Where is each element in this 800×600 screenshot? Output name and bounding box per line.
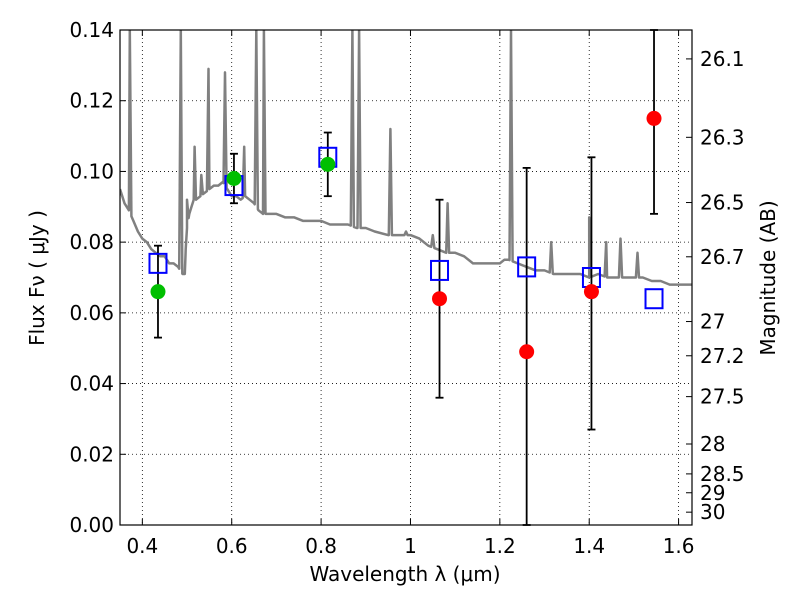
magnitude-axis-title: Magnitude (AB) xyxy=(756,200,780,355)
data-markers xyxy=(148,110,664,360)
magnitude-tick-label: 26.1 xyxy=(700,47,745,71)
x-tick-label: 0.6 xyxy=(216,534,248,558)
model-photometry-square xyxy=(148,252,168,274)
y-axis-title: Flux Fν ( μJy ) xyxy=(25,210,49,346)
observed-nir-point xyxy=(646,110,662,126)
observed-optical-point xyxy=(320,156,336,172)
x-tick-label: 1 xyxy=(404,534,417,558)
magnitude-tick-label: 28.5 xyxy=(700,462,745,486)
magnitude-tick-label: 30 xyxy=(700,500,725,524)
magnitude-tick-label: 26.5 xyxy=(700,191,745,215)
magnitude-tick-label: 27 xyxy=(700,310,725,334)
y-tick-label: 0.08 xyxy=(69,230,114,254)
sed-line xyxy=(120,30,692,286)
y-tick-label: 0.00 xyxy=(69,513,114,537)
model-photometry-square xyxy=(517,256,537,278)
plot-frame xyxy=(119,29,693,526)
y-tick-label: 0.10 xyxy=(69,159,114,183)
observed-optical-point xyxy=(226,171,242,186)
observed-nir-point xyxy=(432,291,448,307)
magnitude-tick-label: 26.3 xyxy=(700,125,745,149)
y-tick-label: 0.02 xyxy=(69,442,114,466)
x-axis-title: Wavelength λ (μm) xyxy=(309,562,500,586)
model-sed-curve xyxy=(120,30,692,286)
magnitude-tick-label: 27.2 xyxy=(700,344,745,368)
magnitude-tick-label: 26.7 xyxy=(700,245,745,269)
model-photometry-square xyxy=(430,259,450,281)
magnitude-tick-label: 27.5 xyxy=(700,385,745,409)
axis-ticks: 0.4 0.6 0.8 1 1.2 1.4 1.6 0.00 0.02 0.04 0.06 0.08 0… xyxy=(69,18,744,558)
x-tick-label: 1.2 xyxy=(484,534,516,558)
magnitude-tick-label: 28 xyxy=(700,432,725,456)
y-tick-label: 0.04 xyxy=(69,372,114,396)
y-tick-label: 0.12 xyxy=(69,89,114,113)
x-tick-label: 0.4 xyxy=(126,534,158,558)
y-tick-label: 0.14 xyxy=(69,18,114,42)
observed-nir-point xyxy=(519,344,535,360)
x-tick-label: 1.6 xyxy=(663,534,695,558)
x-tick-label: 1.4 xyxy=(573,534,605,558)
observed-optical-point xyxy=(150,284,166,300)
magnitude-tick-label: 29 xyxy=(700,481,725,505)
observed-nir-point xyxy=(583,284,599,300)
model-photometry-square xyxy=(644,288,664,310)
y-tick-label: 0.06 xyxy=(69,301,114,325)
x-tick-label: 0.8 xyxy=(305,534,337,558)
